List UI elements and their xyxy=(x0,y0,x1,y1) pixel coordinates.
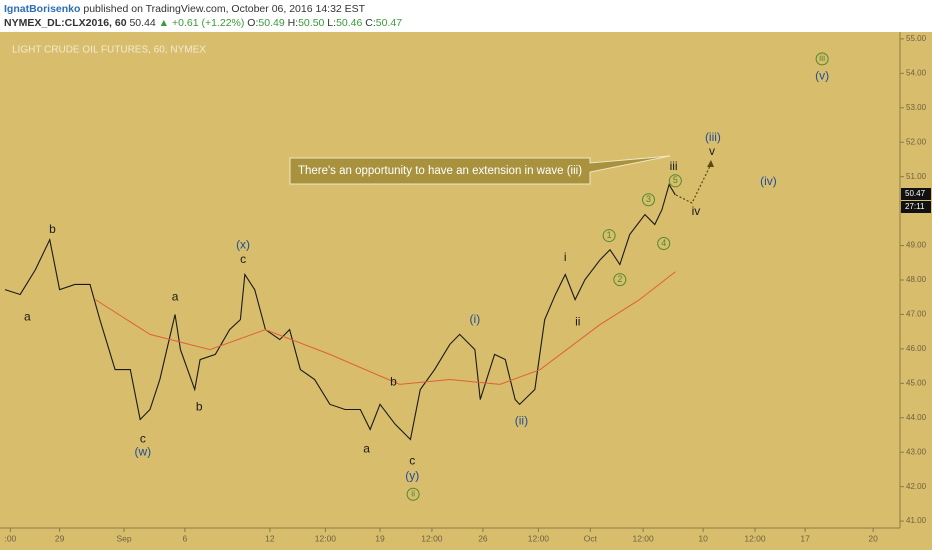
wave-label: iii xyxy=(819,53,825,63)
wave-label: ii xyxy=(575,315,580,329)
wave-label: 5 xyxy=(673,175,678,185)
background xyxy=(0,32,932,550)
y-tick-label: 42.00 xyxy=(906,482,927,491)
wave-label: b xyxy=(196,400,203,414)
wave-circle xyxy=(815,52,829,66)
y-tick-label: 55.00 xyxy=(906,34,927,43)
ohlc-value: 50.47 xyxy=(375,17,403,29)
chart: LIGHT CRUDE OIL FUTURES, 60, NYMEX There… xyxy=(0,32,932,550)
x-tick-label: :00 xyxy=(4,533,16,543)
ohlc-label: O: xyxy=(247,17,259,29)
price-label: 27:11 xyxy=(905,202,925,211)
arrow-head xyxy=(707,160,714,167)
y-tick-label: 47.00 xyxy=(906,310,927,319)
ohlc-label: H: xyxy=(287,17,299,29)
x-tick-label: 12:00 xyxy=(315,533,337,543)
wave-label: i xyxy=(564,250,567,264)
header: IgnatBorisenko published on TradingView.… xyxy=(0,0,932,32)
x-tick-label: 12:00 xyxy=(744,533,766,543)
wave-label: 4 xyxy=(661,238,666,248)
wave-label: (y) xyxy=(405,469,419,483)
wave-label: (v) xyxy=(815,68,829,82)
published: published on TradingView.com, October 06… xyxy=(80,3,366,15)
wave-label: 1 xyxy=(607,230,612,240)
wave-label: a xyxy=(172,290,179,304)
wave-circle xyxy=(642,193,656,207)
wave-circle xyxy=(406,487,420,501)
wave-label: c xyxy=(240,252,246,266)
y-tick-label: 52.00 xyxy=(906,137,927,146)
y-tick-label: 54.00 xyxy=(906,68,927,77)
y-tick-label: 41.00 xyxy=(906,516,927,525)
wave-label: b xyxy=(49,222,56,236)
y-tick-label: 53.00 xyxy=(906,103,927,112)
wave-circle xyxy=(602,229,616,243)
last: 50.44 xyxy=(129,17,156,29)
wave-label: iii xyxy=(670,159,678,173)
publish-line: IgnatBorisenko published on TradingView.… xyxy=(4,2,932,16)
wave-label: c xyxy=(409,453,415,467)
ohlc-value: 50.46 xyxy=(336,17,363,29)
wave-label: (iii) xyxy=(705,130,721,144)
symbol: NYMEX_DL:CLX2016, 60 xyxy=(4,17,127,29)
ohlc-label: C: xyxy=(365,17,376,29)
wave-circle xyxy=(668,174,682,188)
wave-label: (x) xyxy=(236,238,250,252)
wave-label: v xyxy=(709,144,715,158)
moving-average xyxy=(95,271,676,385)
x-tick-label: 17 xyxy=(800,533,810,543)
wave-label: a xyxy=(363,442,370,456)
wave-label: c xyxy=(140,432,146,446)
y-tick-label: 49.00 xyxy=(906,241,927,250)
wave-label: ii xyxy=(411,489,415,499)
y-tick-label: 48.00 xyxy=(906,275,927,284)
callout-box xyxy=(289,155,671,185)
y-tick-label: 44.00 xyxy=(906,413,927,422)
y-tick-label: 43.00 xyxy=(906,447,927,456)
wave-label: (w) xyxy=(134,444,151,458)
ohlc: O:50.49 H:50.50 L:50.46 C:50.47 xyxy=(247,17,402,29)
price-line xyxy=(4,183,676,441)
x-tick-label: 10 xyxy=(698,533,708,543)
wave-label: (i) xyxy=(470,312,481,326)
x-tick-label: 12 xyxy=(265,533,275,543)
quote-line: NYMEX_DL:CLX2016, 60 50.44 ▲ +0.61 (+1.2… xyxy=(4,16,932,30)
x-tick-label: 26 xyxy=(478,533,488,543)
x-tick-label: Sep xyxy=(116,533,131,543)
change: ▲ +0.61 (+1.22%) xyxy=(158,17,245,29)
x-tick-label: 12:00 xyxy=(421,533,443,543)
price-label-box xyxy=(901,188,931,200)
chart-title: LIGHT CRUDE OIL FUTURES, 60, NYMEX xyxy=(12,45,206,56)
wave-label: (ii) xyxy=(515,414,528,428)
wave-label: 2 xyxy=(617,274,622,284)
wave-label: (iv) xyxy=(760,174,777,188)
ohlc-value: 50.49 xyxy=(258,17,285,29)
wave-circle xyxy=(613,273,627,287)
x-tick-label: 20 xyxy=(868,533,878,543)
x-tick-label: 12:00 xyxy=(632,533,654,543)
wave-label: iv xyxy=(692,204,701,218)
wave-circle xyxy=(657,236,671,250)
ohlc-label: L: xyxy=(327,17,337,29)
projection-arrow xyxy=(675,163,712,204)
callout-text: There's an opportunity to have an extens… xyxy=(298,165,582,177)
plot: 41.00 42.00 43.00 44.00 45.00 46.00 47.00 48.00… xyxy=(4,34,931,543)
user[interactable]: IgnatBorisenko xyxy=(4,3,81,15)
price-label: 50.47 xyxy=(905,189,926,198)
x-tick-label: 19 xyxy=(375,533,385,543)
wave-label: b xyxy=(390,374,397,388)
wave-label: 3 xyxy=(646,194,651,204)
x-tick-label: 29 xyxy=(55,533,65,543)
y-tick-label: 46.00 xyxy=(906,344,927,353)
price-label-box xyxy=(901,201,931,213)
x-tick-label: 12:00 xyxy=(528,533,550,543)
ohlc-value: 50.50 xyxy=(298,17,325,29)
x-tick-label: 6 xyxy=(183,533,188,543)
x-tick-label: Oct xyxy=(584,533,598,543)
y-tick-label: 51.00 xyxy=(906,172,927,181)
y-tick-label: 45.00 xyxy=(906,378,927,387)
wave-label: a xyxy=(24,310,31,324)
